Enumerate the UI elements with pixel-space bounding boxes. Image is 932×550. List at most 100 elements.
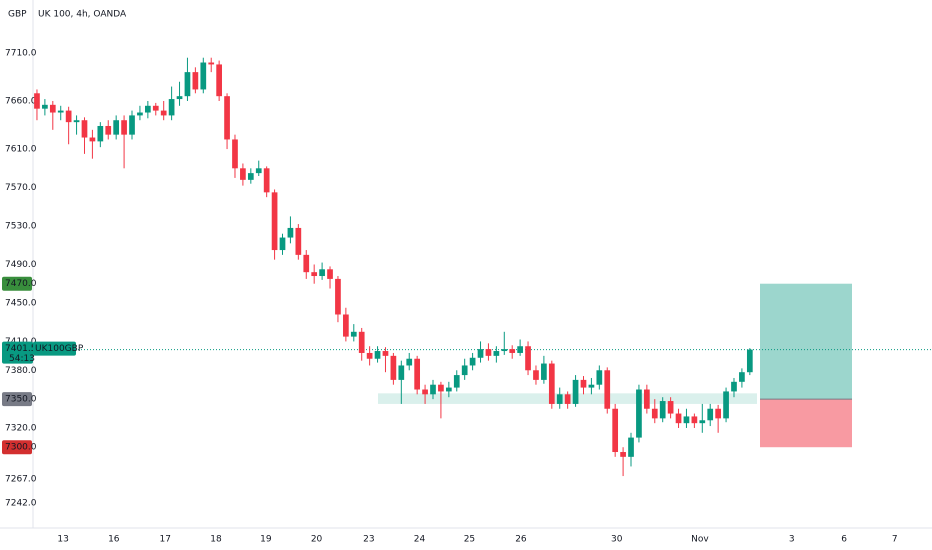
candle-body: [271, 192, 278, 251]
x-tick-label: 3: [789, 535, 795, 545]
candle-body: [216, 64, 222, 97]
candle-body: [667, 401, 674, 414]
candle-body: [311, 272, 318, 277]
candle-body: [691, 416, 698, 424]
candle-body: [295, 227, 302, 255]
candle-body: [374, 351, 381, 359]
last-price-label: 7401.5: [5, 344, 37, 354]
candle-body: [525, 346, 531, 371]
candle-body: [144, 105, 151, 113]
y-tick-label: 7570.0: [5, 183, 37, 193]
candle-body: [184, 72, 191, 97]
x-tick-label: 23: [363, 535, 374, 545]
candle-body: [303, 254, 310, 273]
candle-body: [390, 355, 397, 380]
target-label: 7470.0: [5, 279, 37, 289]
y-tick-label: 7660.0: [5, 96, 37, 106]
candle-body: [247, 173, 254, 180]
loss-zone: [760, 399, 852, 448]
candle-body: [168, 99, 175, 116]
profit-zone: [760, 283, 852, 400]
candle-body: [699, 420, 706, 424]
y-tick-label: 7450.0: [5, 298, 37, 308]
candle-body: [541, 363, 547, 380]
candle-body: [73, 120, 80, 123]
x-tick-label: 30: [611, 535, 623, 545]
candle-body: [644, 389, 650, 409]
candle-body: [343, 314, 349, 337]
candle-body: [358, 331, 365, 353]
target-label-bg: [2, 276, 32, 291]
stop-label: 7300.0: [5, 443, 37, 453]
candle-body: [445, 387, 452, 392]
y-tick-label: 7490.0: [5, 260, 37, 270]
x-tick-label: 17: [160, 535, 171, 545]
entry-label-bg: [2, 392, 32, 407]
candle-body: [81, 120, 88, 138]
candle-body: [192, 72, 199, 90]
y-tick-label: 7610.0: [5, 145, 37, 155]
candle-body: [715, 408, 721, 419]
candle-body: [612, 408, 619, 453]
candle-body: [121, 120, 127, 135]
candle-body: [42, 104, 48, 109]
x-tick-label: 20: [311, 535, 323, 545]
candle-body: [731, 381, 737, 392]
x-tick-label: 19: [260, 535, 272, 545]
countdown: 54:13: [9, 354, 35, 364]
candle-body: [604, 370, 611, 409]
candle-body: [485, 349, 492, 356]
candle-body: [335, 278, 341, 315]
x-tick-label: 18: [210, 535, 222, 545]
candle-body: [240, 168, 246, 180]
candle-body: [319, 269, 325, 277]
candle-body: [556, 394, 563, 404]
candle-body: [382, 351, 389, 356]
candle-body: [327, 269, 333, 279]
candle-body: [438, 384, 444, 392]
candle-body: [651, 408, 658, 419]
candle-body: [160, 110, 167, 116]
candle-body: [746, 349, 753, 373]
candle-body: [414, 358, 421, 390]
x-tick-label: 7: [892, 535, 898, 545]
candle-body: [739, 372, 745, 382]
candle-body: [366, 352, 373, 359]
candle-body: [564, 394, 571, 404]
ticker-label: UK100GBP: [35, 344, 84, 354]
candle-body: [707, 408, 714, 421]
y-tick-label: 7320.0: [5, 423, 37, 433]
currency: GBP: [8, 10, 27, 20]
candle-body: [89, 137, 96, 142]
y-tick-label: 7710.0: [5, 48, 37, 58]
candle-body: [477, 349, 484, 358]
x-tick-label: Nov: [691, 535, 709, 545]
x-tick-label: 6: [841, 535, 847, 545]
candle-body: [469, 357, 476, 366]
candle-body: [263, 168, 270, 193]
candle-body: [509, 349, 516, 353]
candle-body: [406, 358, 413, 366]
candle-body: [501, 349, 508, 352]
candle-body: [533, 370, 539, 380]
x-tick-label: 24: [414, 535, 426, 545]
candle-body: [208, 62, 215, 65]
x-tick-label: 16: [108, 535, 120, 545]
candle-body: [675, 413, 682, 424]
candle-body: [620, 452, 626, 457]
candle-body: [572, 379, 579, 404]
y-tick-label: 7242.0: [5, 498, 37, 508]
candle-body: [57, 110, 64, 113]
candle-body: [279, 237, 286, 251]
candle-body: [422, 389, 428, 395]
candle-body: [723, 391, 729, 419]
candle-body: [350, 331, 357, 337]
symbol-title: UK 100, 4h, OANDA: [38, 10, 127, 20]
candle-body: [176, 96, 183, 100]
candle-body: [287, 227, 294, 238]
candle-body: [430, 384, 436, 395]
candle-body: [628, 437, 634, 457]
candle-body: [683, 416, 690, 424]
y-tick-label: 7530.0: [5, 222, 37, 232]
